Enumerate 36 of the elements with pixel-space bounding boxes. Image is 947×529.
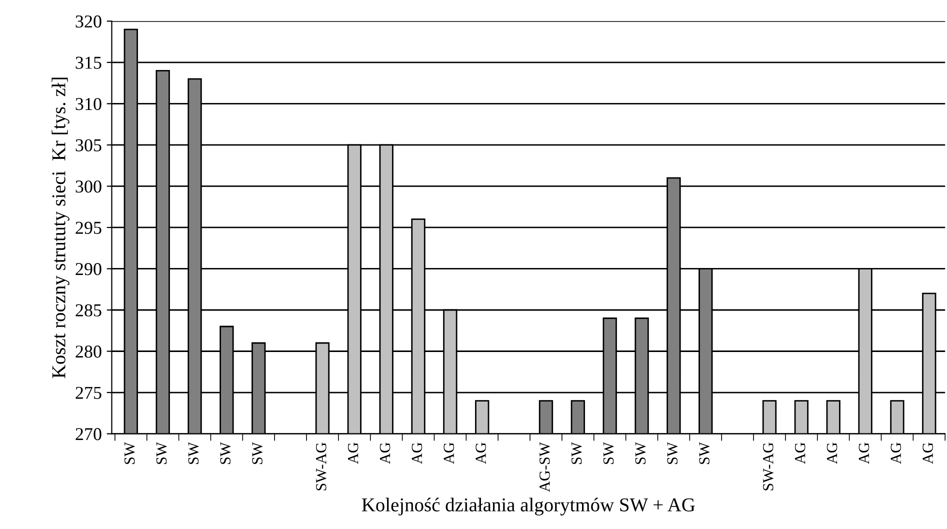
y-tick-label: 295 (76, 222, 102, 234)
y-axis-title: Koszt roczny strututy sieci Kr [tys. zł] (52, 78, 70, 378)
y-tick-label: 315 (76, 56, 102, 69)
x-tick-label: SW (188, 442, 199, 464)
y-tick-label: 275 (76, 386, 102, 399)
y-tick-label: 290 (76, 262, 102, 276)
x-tick-label: SW (699, 442, 710, 464)
x-tick-label: SW (571, 442, 582, 464)
y-tick-label: 305 (76, 139, 102, 152)
x-tick-label: SW (124, 442, 135, 464)
x-tick-label: AG (922, 442, 933, 464)
x-tick-label: AG (826, 442, 838, 464)
y-tick-label: 310 (76, 98, 102, 110)
y-tick-label: 270 (76, 428, 102, 440)
x-tick-label: AG (444, 442, 454, 464)
x-tick-label: AG (794, 442, 806, 464)
x-tick-label: AG (380, 442, 390, 464)
x-tick-label: SW (603, 442, 614, 464)
x-axis-title: Kolejność działania algorytmów SW + AG (362, 498, 695, 516)
x-tick-label: AG-SW (540, 442, 550, 492)
x-tick-label: AG (476, 442, 486, 464)
x-tick-label: AG (412, 442, 422, 464)
x-tick-label: SW (156, 442, 167, 464)
y-tick-label: 280 (76, 346, 102, 358)
x-tick-label: SW (220, 442, 231, 464)
x-tick-label: AG (858, 442, 870, 464)
x-tick-label: SW (635, 442, 646, 464)
x-tick-label: AG (890, 442, 902, 464)
y-tick-label: 320 (76, 15, 102, 28)
y-tick-label: 300 (76, 180, 102, 193)
x-tick-label: SW-AG (316, 442, 326, 490)
x-tick-label: SW-AG (763, 442, 774, 490)
x-tick-label: SW (667, 442, 678, 464)
y-tick-label: 285 (76, 304, 102, 316)
x-tick-label: SW (252, 442, 263, 464)
x-tick-label: AG (348, 442, 358, 464)
